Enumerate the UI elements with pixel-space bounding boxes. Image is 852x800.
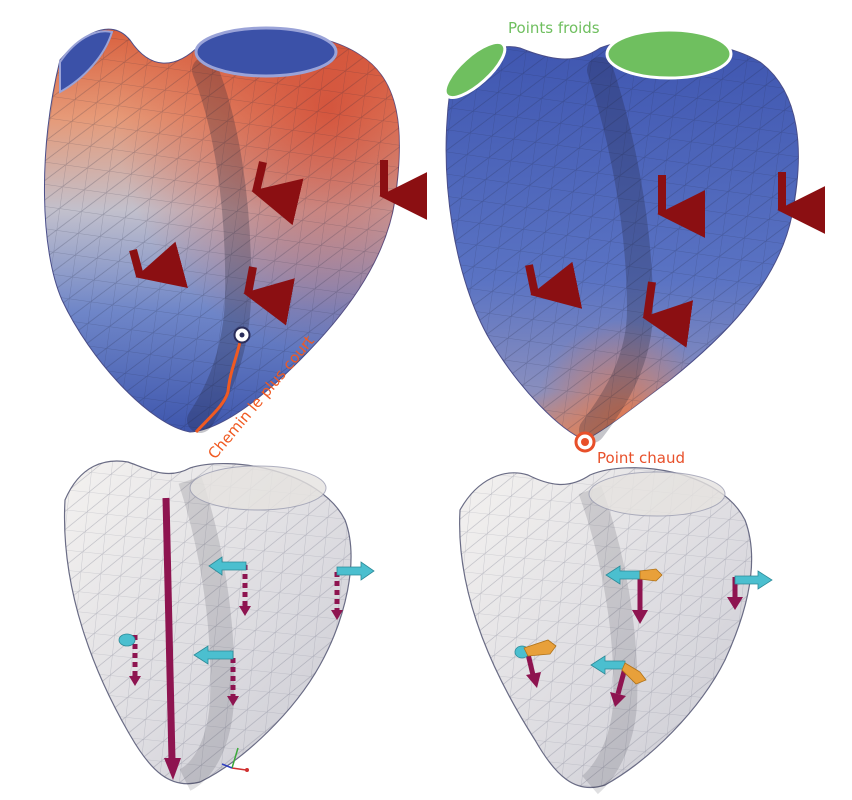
cyan-arrows [118, 556, 375, 665]
heart-panel-bottom-right [459, 467, 773, 795]
start-point-icon [233, 326, 251, 344]
cyan-arrow [734, 570, 773, 590]
heart-panel-top-left: Chemin le plus court [44, 26, 428, 463]
red-arrow [525, 261, 583, 309]
cyan-arrow [336, 561, 375, 581]
red-arrows [129, 160, 428, 326]
red-arrow [243, 266, 295, 326]
cyan-arrow [208, 556, 247, 576]
hot-point-label: Point chaud [597, 449, 685, 467]
dotted-arrows [132, 565, 340, 696]
red-arrow [129, 241, 188, 288]
cyan-arrow [590, 655, 626, 675]
red-arrow [642, 281, 694, 348]
orange-arrow [621, 662, 647, 685]
cold-point-region [605, 28, 733, 80]
heart-panel-bottom-left [63, 460, 375, 791]
red-arrow [251, 161, 304, 226]
orange-arrow [639, 568, 663, 582]
cold-point-region [443, 41, 507, 99]
orange-arrows [523, 568, 663, 685]
orange-arrow [523, 639, 557, 657]
heart-panel-top-right: Points froids Point chaud [443, 19, 826, 467]
cyan-arrow [118, 633, 136, 647]
cyan-arrow [605, 565, 641, 585]
shortest-path-line [194, 336, 243, 434]
solid-arrow [525, 653, 536, 676]
axes-triad-icon [221, 747, 249, 772]
cyan-arrow [193, 645, 234, 665]
red-arrows [525, 172, 826, 348]
hot-point-icon [574, 431, 596, 453]
cold-points-label: Points froids [508, 19, 600, 37]
long-shortest-path-arrow [162, 497, 181, 780]
